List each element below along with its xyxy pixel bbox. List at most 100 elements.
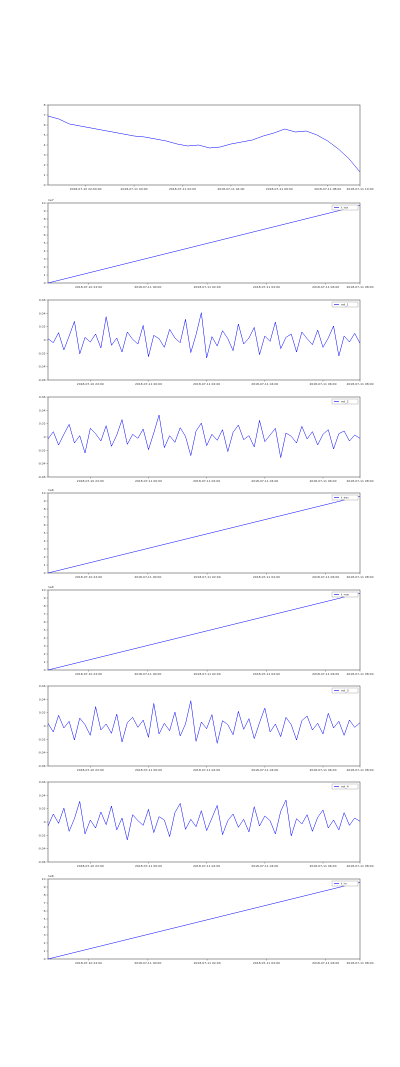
y-offset-label: 1e6 — [48, 585, 54, 589]
y-tick-label: 10 — [42, 588, 46, 592]
y-tick-label: 0.04 — [39, 311, 46, 315]
plot-frame — [47, 396, 361, 478]
y-tick-label: 0.06 — [39, 780, 46, 784]
y-tick-label: -0.04 — [38, 751, 46, 755]
legend-box — [331, 591, 359, 598]
y-tick-label: 8 — [44, 893, 46, 897]
plot-frame — [47, 104, 361, 186]
x-tick-label: 2018-07-11 04:00 — [253, 672, 280, 676]
legend-label: ret_1 — [341, 303, 349, 307]
y-tick-label: 5 — [44, 628, 46, 632]
legend-box — [331, 204, 359, 211]
y-tick-label: 1 — [44, 660, 46, 664]
x-tick-label: 2018-07-11 06:00 — [309, 479, 336, 483]
y-tick-label: 1 — [44, 273, 46, 277]
x-tick-label: 2018-07-11 08:00 — [346, 285, 373, 289]
x-tick-label: 2018-07-11 08:00 — [346, 575, 373, 579]
x-tick-label: 2018-07-11 06:00 — [312, 285, 339, 289]
x-tick-label: 2018-07-11 02:00 — [194, 961, 221, 965]
y-tick-label: 2 — [44, 163, 46, 167]
y-tick-label: 0.02 — [39, 711, 46, 715]
y-tick-label: 1 — [44, 949, 46, 953]
y-tick-label: 0 — [44, 820, 46, 824]
y-tick-label: 6 — [44, 123, 46, 127]
x-tick-label: 2018-07-11 06:00 — [312, 961, 339, 965]
series-line — [47, 312, 361, 359]
plot-frame — [47, 492, 361, 574]
plot-frame — [47, 589, 361, 671]
y-tick-label: 4 — [44, 249, 46, 253]
legend-box — [331, 398, 359, 405]
y-tick-label: -0.04 — [38, 462, 46, 466]
y-tick-label: 0 — [44, 668, 46, 672]
x-tick-label: 2018-07-11 08:00 — [346, 864, 373, 868]
x-tick-label: 2018-07-11 04:00 — [251, 768, 278, 772]
series-line — [47, 700, 361, 744]
y-tick-label: 0.04 — [39, 408, 46, 412]
x-tick-label: 2018-07-11 02:00 — [169, 187, 196, 191]
y-tick-label: -0.06 — [38, 764, 46, 768]
y-tick-label: 6 — [44, 233, 46, 237]
x-tick-label: 2018-07-11 02:00 — [194, 575, 221, 579]
y-tick-label: 10 — [42, 877, 46, 881]
x-tick-label: 2018-07-10 22:00 — [77, 768, 104, 772]
legend-box — [331, 301, 359, 308]
y-tick-label: 10 — [42, 491, 46, 495]
x-tick-label: 2018-07-11 04:00 — [253, 575, 280, 579]
y-tick-label: 0.04 — [39, 697, 46, 701]
y-tick-label: 0.02 — [39, 807, 46, 811]
x-tick-label: 2018-07-11 02:00 — [193, 479, 220, 483]
y-tick-label: 8 — [44, 507, 46, 511]
y-tick-label: 8 — [44, 103, 46, 107]
plot-frame — [47, 878, 361, 960]
y-tick-label: 0.06 — [39, 395, 46, 399]
series-line — [47, 881, 361, 960]
y-tick-label: 0 — [44, 957, 46, 961]
y-tick-label: 10 — [42, 201, 46, 205]
y-tick-label: 9 — [44, 499, 46, 503]
y-tick-label: -0.02 — [38, 351, 46, 355]
y-tick-label: 0 — [44, 435, 46, 439]
legend-box — [331, 494, 359, 501]
x-tick-label: 2018-07-11 04:00 — [217, 187, 244, 191]
x-tick-label: 2018-07-10 22:00 — [77, 479, 104, 483]
y-tick-label: -0.04 — [38, 365, 46, 369]
series-line — [47, 414, 361, 458]
y-tick-label: 7 — [44, 113, 46, 117]
x-tick-label: 2018-07-11 08:00 — [346, 479, 373, 483]
y-tick-label: 0.02 — [39, 325, 46, 329]
y-tick-label: 3 — [44, 644, 46, 648]
y-tick-label: 0 — [44, 724, 46, 728]
x-tick-label: 2018-07-11 04:00 — [251, 479, 278, 483]
x-tick-label: 2018-07-11 00:00 — [135, 382, 162, 386]
x-tick-label: 2018-07-10 22:00:00 — [70, 187, 102, 191]
y-tick-label: 2 — [44, 941, 46, 945]
x-tick-label: 2018-07-11 10:00 — [346, 187, 373, 191]
y-tick-label: -0.02 — [38, 448, 46, 452]
y-offset-label: 1e6 — [48, 488, 54, 492]
x-tick-label: 2018-07-11 04:00 — [253, 961, 280, 965]
x-tick-label: 2018-07-11 02:00 — [193, 768, 220, 772]
y-tick-label: 2 — [44, 555, 46, 559]
series-line — [47, 592, 361, 671]
x-tick-label: 2018-07-11 00:00 — [135, 479, 162, 483]
series-line — [47, 799, 361, 841]
y-tick-label: 0 — [44, 338, 46, 342]
legend-label: t_idx — [341, 206, 348, 210]
x-tick-label: 2018-07-11 00:00 — [121, 187, 148, 191]
x-tick-label: 2018-07-11 02:00 — [194, 285, 221, 289]
y-tick-label: 8 — [44, 217, 46, 221]
y-tick-label: 8 — [44, 604, 46, 608]
legend-label: t_hr — [341, 882, 348, 886]
legend-label: ret_2 — [341, 400, 349, 404]
x-tick-label: 2018-07-11 06:00 — [309, 864, 336, 868]
y-tick-label: 4 — [44, 143, 46, 147]
y-tick-label: 4 — [44, 539, 46, 543]
y-tick-label: 9 — [44, 209, 46, 213]
x-tick-label: 2018-07-11 02:00 — [193, 382, 220, 386]
legend-label: t_sec — [341, 496, 349, 500]
x-tick-label: 2018-07-11 00:00 — [134, 285, 161, 289]
x-tick-label: 2018-07-10 22:00 — [75, 575, 102, 579]
y-tick-label: 9 — [44, 885, 46, 889]
